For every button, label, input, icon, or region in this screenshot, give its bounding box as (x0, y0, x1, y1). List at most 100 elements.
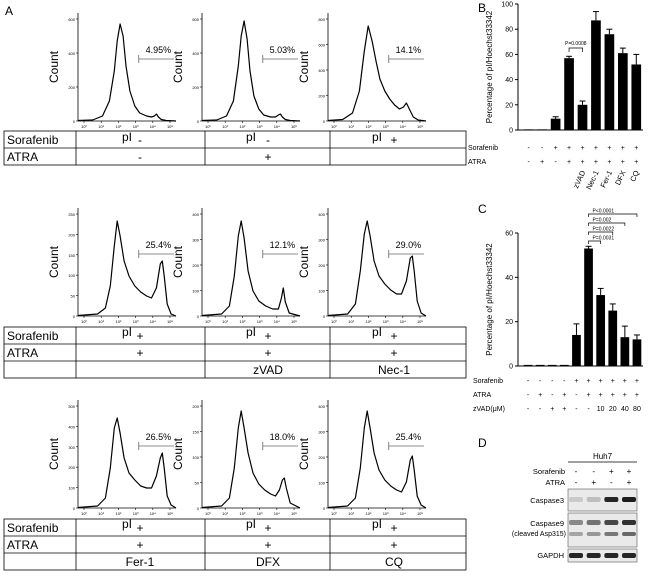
flow-x-tick-label: 10⁴ (150, 319, 156, 324)
flow-gate-percent: 4.95% (146, 45, 172, 55)
flow-y-tick-label: 300 (318, 430, 325, 435)
flow-x-tick-label: 10¹ (98, 319, 104, 324)
condition-value: + (623, 378, 627, 385)
condition-atra-value: + (136, 538, 143, 552)
flow-y-axis-label: Count (47, 50, 61, 83)
flow-y-tick-label: 100 (68, 486, 75, 491)
y-axis-label: Percentage of pI/Hoechst33342 (485, 243, 494, 356)
gapdh-band (569, 553, 583, 558)
condition-value: - (527, 406, 530, 413)
y-tick-label: 60 (505, 231, 513, 238)
flow-y-tick-label: 300 (68, 445, 75, 450)
caspase9-band (569, 520, 583, 525)
flow-histogram-curve (201, 20, 301, 122)
flow-x-tick-label: 10³ (257, 319, 263, 324)
flow-histogram-curve (327, 410, 427, 509)
condition-value: + (594, 159, 598, 166)
sorafenib-lane-value: - (575, 467, 578, 476)
condition-sorafenib-value: + (390, 133, 397, 147)
condition-value: + (599, 392, 603, 399)
flow-y-tick-label: 200 (318, 263, 325, 268)
row-label-atra: ATRA (7, 538, 38, 552)
sorafenib-lane-value: - (592, 467, 595, 476)
flow-y-tick-label: 200 (318, 455, 325, 460)
flow-x-tick-label: 10³ (383, 319, 389, 324)
condition-atra-value: + (390, 538, 397, 552)
flow-x-tick-label: 10³ (133, 319, 139, 324)
caspase9-band (586, 532, 601, 536)
treatment-label: DFX (613, 169, 627, 186)
atra-lane-value: + (591, 478, 596, 487)
y-tick-label: 80 (505, 27, 513, 34)
condition-value: - (539, 406, 542, 413)
bar-chart-b: 0 20 40 60 80 100 Percentage of pI/Hoechst3334… (468, 2, 643, 191)
condition-value: + (580, 159, 584, 166)
flow-gate-percent: 5.03% (270, 45, 296, 55)
flow-y-tick-label: 100 (68, 273, 75, 278)
flow-x-tick-label: 10⁰ (331, 511, 337, 516)
condition-atra-value: + (264, 346, 271, 360)
condition-sorafenib-value: + (136, 329, 143, 343)
flow-x-axis-label: pI (246, 325, 256, 339)
flow-y-tick-label: 0 (197, 314, 200, 319)
p-value-label: P=0.0022 (593, 227, 615, 233)
flow-y-tick-label: 500 (68, 404, 75, 409)
flow-cytometry-panel: 0 200 400 600 10⁰ 10¹ 10² 10³ 10⁴ 10⁵ 4.95% Count pI… (3, 13, 467, 571)
condition-value: - (528, 145, 531, 152)
treatment-label: Fer-1 (598, 169, 614, 189)
flow-x-tick-label: 10⁴ (274, 319, 280, 324)
flow-x-tick-label: 10² (116, 511, 122, 516)
flow-x-tick-label: 10⁰ (205, 511, 211, 516)
condition-sorafenib-value: + (390, 521, 397, 535)
condition-value: + (567, 159, 571, 166)
condition-value: - (554, 159, 557, 166)
flow-x-tick-label: 10⁵ (291, 124, 297, 129)
flow-y-tick-label: 150 (192, 430, 199, 435)
flow-x-tick-label: 10⁰ (81, 124, 87, 129)
flow-y-tick-label: 600 (318, 43, 325, 48)
condition-value: + (562, 392, 566, 399)
condition-value: - (527, 378, 530, 385)
flow-y-tick-label: 250 (68, 212, 75, 217)
atra-lane-value: - (610, 478, 613, 487)
condition-value: + (634, 159, 638, 166)
bar (608, 310, 618, 366)
flow-x-tick-label: 10⁰ (331, 124, 337, 129)
caspase9-band (604, 520, 619, 525)
row-label-sorafenib: Sorafenib (7, 133, 59, 147)
bar (523, 129, 534, 131)
caspase3-band (569, 497, 583, 502)
y-tick-label: 100 (501, 2, 513, 9)
condition-treatment-label: zVAD (253, 363, 283, 377)
y-axis-label: Percentage of pI/Hoechst33342 (485, 10, 494, 123)
condition-value: + (587, 378, 591, 385)
caspase9-band (622, 532, 636, 536)
condition-value: - (539, 378, 542, 385)
condition-value: + (574, 378, 578, 385)
p-value-label: P=0.0008 (565, 41, 587, 47)
flow-x-axis-label: pI (246, 517, 256, 531)
flow-y-tick-label: 400 (192, 51, 199, 56)
panel-label-a: A (5, 4, 13, 18)
flow-y-tick-label: 0 (73, 314, 76, 319)
condition-row-label: ATRA (473, 392, 491, 399)
significance-bracket (588, 213, 638, 217)
bar (631, 64, 642, 130)
condition-value: + (635, 378, 639, 385)
caspase3-band (604, 497, 619, 502)
row-label-sorafenib: Sorafenib (533, 467, 565, 476)
flow-y-tick-label: 100 (192, 455, 199, 460)
condition-value: - (527, 392, 530, 399)
caspase3-band (622, 497, 636, 502)
flow-x-tick-label: 10⁵ (167, 124, 173, 129)
flow-x-tick-label: 10⁰ (81, 511, 87, 516)
gapdh-band (586, 553, 601, 558)
flow-x-tick-label: 10⁴ (400, 511, 406, 516)
condition-value: + (621, 145, 625, 152)
panel-label-d: D (478, 436, 487, 450)
gapdh-band (622, 553, 636, 558)
condition-sorafenib-value: + (136, 521, 143, 535)
flow-x-tick-label: 10⁵ (291, 319, 297, 324)
